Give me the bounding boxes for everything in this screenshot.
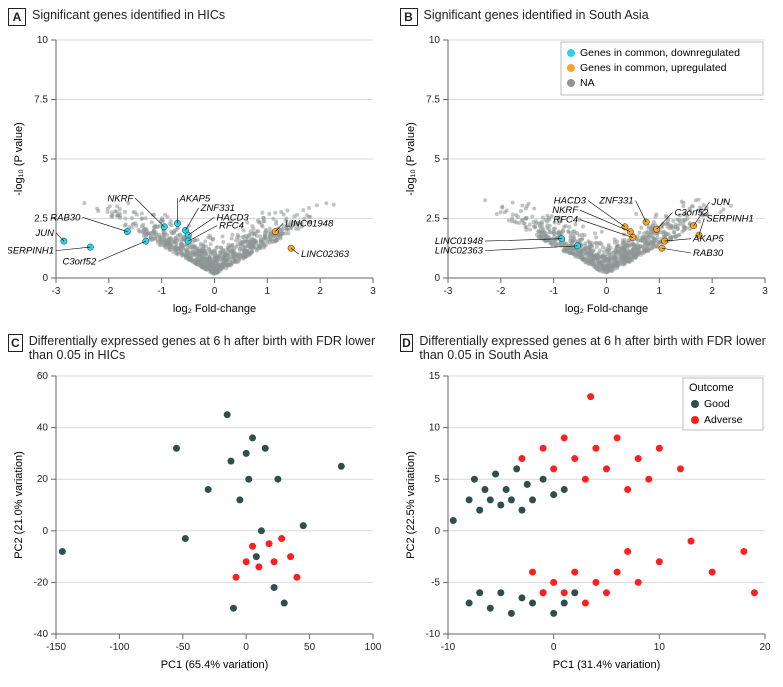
panel-a-letter: A bbox=[8, 8, 26, 26]
svg-text:-50: -50 bbox=[176, 642, 191, 653]
svg-text:0: 0 bbox=[434, 526, 440, 537]
svg-text:3: 3 bbox=[762, 286, 768, 297]
panel-b-title: Significant genes identified in South As… bbox=[424, 8, 649, 22]
svg-text:-1: -1 bbox=[157, 286, 166, 297]
svg-text:PC2 (21.0% variation): PC2 (21.0% variation) bbox=[13, 451, 25, 559]
svg-text:-3: -3 bbox=[443, 286, 452, 297]
svg-text:20: 20 bbox=[759, 642, 771, 653]
svg-text:-log₁₀ (P value): -log₁₀ (P value) bbox=[405, 122, 417, 196]
svg-text:0: 0 bbox=[243, 642, 249, 653]
svg-text:C3orf52: C3orf52 bbox=[62, 256, 97, 267]
svg-text:RAB30: RAB30 bbox=[693, 248, 724, 259]
svg-text:5: 5 bbox=[434, 474, 440, 485]
svg-text:10: 10 bbox=[428, 35, 440, 46]
svg-text:50: 50 bbox=[304, 642, 316, 653]
svg-text:PC2 (22.5% variation): PC2 (22.5% variation) bbox=[405, 451, 417, 559]
svg-text:40: 40 bbox=[37, 423, 49, 434]
svg-text:5: 5 bbox=[42, 154, 48, 165]
svg-text:AKAP5: AKAP5 bbox=[692, 234, 724, 245]
panel-c-chart: -150 -100 -50 0 50 100 -40 -20 0 20 40 60 PC1 (65.4%… bbox=[8, 366, 383, 676]
svg-text:3: 3 bbox=[370, 286, 376, 297]
svg-text:-3: -3 bbox=[52, 286, 61, 297]
panel-c-letter: C bbox=[8, 334, 23, 352]
svg-text:10: 10 bbox=[37, 35, 49, 46]
svg-text:LINC01948: LINC01948 bbox=[285, 218, 334, 229]
svg-text:-5: -5 bbox=[431, 577, 440, 588]
svg-text:SERPINH1: SERPINH1 bbox=[8, 246, 54, 257]
svg-text:PC1 (65.4% variation): PC1 (65.4% variation) bbox=[161, 659, 269, 671]
panel-d: D Differentially expressed genes at 6 h … bbox=[400, 334, 776, 676]
panel-c: C Differentially expressed genes at 6 h … bbox=[8, 334, 384, 676]
svg-text:NA: NA bbox=[580, 77, 595, 89]
panel-a: A Significant genes identified in HICs -… bbox=[8, 8, 384, 320]
figure-grid: A Significant genes identified in HICs -… bbox=[8, 8, 775, 676]
panel-c-title: Differentially expressed genes at 6 h af… bbox=[29, 334, 384, 362]
svg-text:JUN: JUN bbox=[710, 197, 730, 208]
svg-text:-log₁₀ (P value): -log₁₀ (P value) bbox=[13, 122, 25, 196]
svg-text:SERPINH1: SERPINH1 bbox=[706, 214, 754, 225]
svg-text:10: 10 bbox=[653, 642, 665, 653]
svg-text:2: 2 bbox=[709, 286, 715, 297]
svg-text:Good: Good bbox=[704, 398, 730, 410]
svg-text:-150: -150 bbox=[46, 642, 66, 653]
svg-text:Genes in common, upregulated: Genes in common, upregulated bbox=[580, 62, 727, 74]
svg-text:10: 10 bbox=[428, 423, 440, 434]
svg-text:2.5: 2.5 bbox=[34, 214, 48, 225]
svg-text:0: 0 bbox=[42, 526, 48, 537]
svg-text:LINC02363: LINC02363 bbox=[434, 246, 483, 257]
svg-text:Adverse: Adverse bbox=[704, 414, 743, 426]
svg-text:NKRF: NKRF bbox=[107, 193, 134, 204]
svg-text:1: 1 bbox=[265, 286, 271, 297]
svg-text:-2: -2 bbox=[496, 286, 505, 297]
svg-text:PC1 (31.4% variation): PC1 (31.4% variation) bbox=[552, 659, 660, 671]
svg-text:LINC02363: LINC02363 bbox=[301, 249, 350, 260]
svg-text:Outcome: Outcome bbox=[689, 382, 734, 394]
svg-text:-20: -20 bbox=[34, 577, 49, 588]
svg-text:-100: -100 bbox=[109, 642, 129, 653]
svg-text:ZNF331: ZNF331 bbox=[598, 196, 633, 207]
svg-text:RFC4: RFC4 bbox=[219, 221, 244, 232]
svg-text:0: 0 bbox=[550, 642, 556, 653]
svg-text:2.5: 2.5 bbox=[426, 214, 440, 225]
svg-text:-10: -10 bbox=[440, 642, 455, 653]
panel-b-letter: B bbox=[400, 8, 418, 26]
panel-a-title: Significant genes identified in HICs bbox=[32, 8, 225, 22]
svg-text:20: 20 bbox=[37, 474, 49, 485]
panel-d-chart: -10 0 10 20 -10 -5 0 5 10 15 PC1 (31.4% variation)… bbox=[400, 366, 775, 676]
panel-d-title: Differentially expressed genes at 6 h af… bbox=[419, 334, 775, 362]
panel-d-letter: D bbox=[400, 334, 414, 352]
svg-text:-10: -10 bbox=[425, 629, 440, 640]
svg-text:-2: -2 bbox=[104, 286, 113, 297]
svg-text:0: 0 bbox=[603, 286, 609, 297]
svg-text:RAB30: RAB30 bbox=[50, 212, 81, 223]
svg-text:15: 15 bbox=[428, 371, 440, 382]
panel-b-chart: -3 -2 -1 0 1 2 3 0 2.5 5 7.5 10 log₂ Fold-change -log… bbox=[400, 30, 775, 320]
svg-text:log₂ Fold-change: log₂ Fold-change bbox=[173, 303, 256, 315]
svg-text:0: 0 bbox=[42, 273, 48, 284]
svg-text:-1: -1 bbox=[549, 286, 558, 297]
svg-text:Genes in common, downregulated: Genes in common, downregulated bbox=[580, 47, 740, 59]
svg-text:5: 5 bbox=[434, 154, 440, 165]
svg-text:-40: -40 bbox=[34, 629, 49, 640]
svg-text:C3orf52: C3orf52 bbox=[674, 208, 709, 219]
svg-text:2: 2 bbox=[317, 286, 323, 297]
svg-text:60: 60 bbox=[37, 371, 49, 382]
svg-text:1: 1 bbox=[656, 286, 662, 297]
svg-text:0: 0 bbox=[434, 273, 440, 284]
svg-text:7.5: 7.5 bbox=[426, 95, 440, 106]
svg-text:JUN: JUN bbox=[35, 228, 55, 239]
svg-text:RFC4: RFC4 bbox=[553, 215, 578, 226]
svg-text:7.5: 7.5 bbox=[34, 95, 48, 106]
svg-text:100: 100 bbox=[365, 642, 382, 653]
panel-b: B Significant genes identified in South … bbox=[400, 8, 776, 320]
svg-text:0: 0 bbox=[212, 286, 218, 297]
svg-text:log₂ Fold-change: log₂ Fold-change bbox=[564, 303, 647, 315]
panel-a-chart: -3 -2 -1 0 1 2 3 0 2.5 5 7.5 10 log₂ Fold-change -log… bbox=[8, 30, 383, 320]
